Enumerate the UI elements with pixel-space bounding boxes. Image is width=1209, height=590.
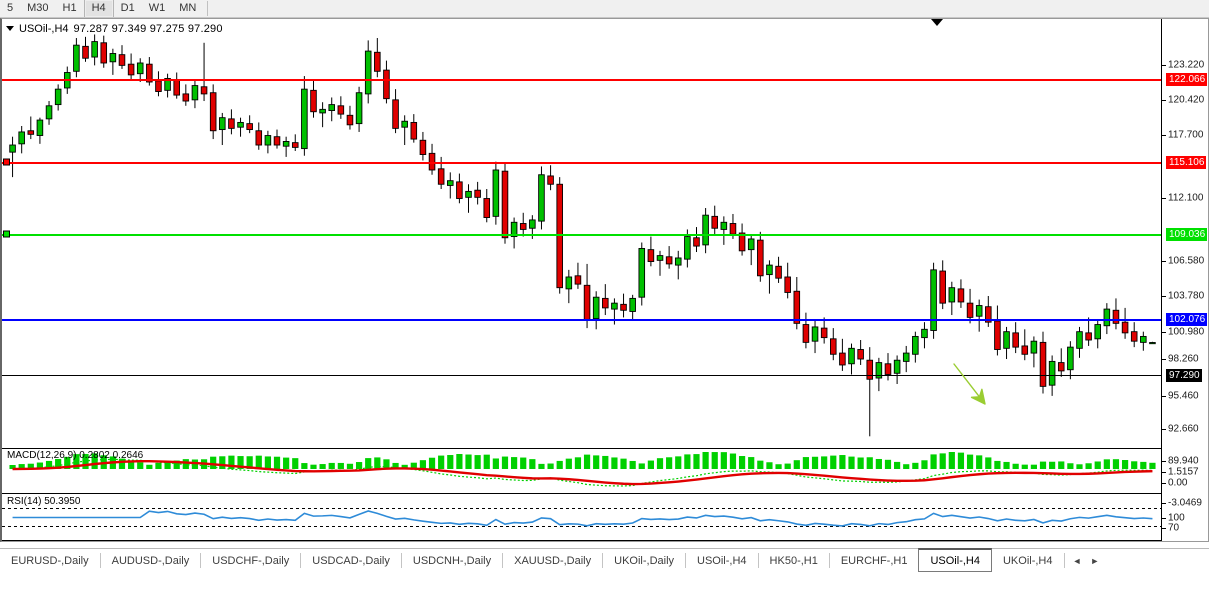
chart-area[interactable]: USOil-,H4 97.287 97.349 97.275 97.290 MA… xyxy=(0,18,1209,542)
chart-tab-xauusd-daily[interactable]: XAUUSD-,Daily xyxy=(514,554,592,567)
chart-tab-eurchf-h1[interactable]: EURCHF-,H1 xyxy=(840,554,908,567)
chart-ohlc-values: 97.287 97.349 97.275 97.290 xyxy=(73,22,223,35)
price-level-badge[interactable]: 122.066 xyxy=(1166,73,1208,86)
price-tick xyxy=(1162,65,1166,66)
timeframe-button-h4[interactable]: H4 xyxy=(83,0,114,17)
level-drag-handle[interactable] xyxy=(3,230,10,238)
price-label: 92.660 xyxy=(1168,423,1199,435)
price-label: -3.0469 xyxy=(1168,497,1202,509)
chart-top-marker-icon xyxy=(931,19,943,26)
price-label: 120.420 xyxy=(1168,94,1205,106)
tab-scroll-left-icon[interactable]: ◄ xyxy=(1072,555,1082,566)
price-tick xyxy=(1162,261,1166,262)
price-label: 123.220 xyxy=(1168,59,1205,71)
chart-tabs-row: EURUSD-,Daily AUDUSD-,Daily USDCHF-,Daily U… xyxy=(0,548,1209,572)
price-level-badge[interactable]: 115.106 xyxy=(1166,156,1207,169)
chart-tab-usoil-h4[interactable]: USOil-,H4 xyxy=(697,554,747,567)
level-line-current-97[interactable] xyxy=(2,375,1164,376)
price-label: 106.580 xyxy=(1168,255,1205,267)
tab-nav-group: ◄ ► xyxy=(1065,549,1108,572)
chart-tab-ukoil-h4[interactable]: UKOil-,H4 xyxy=(1002,554,1053,567)
price-level-badge[interactable]: 97.290 xyxy=(1166,369,1202,382)
price-label: 117.700 xyxy=(1168,129,1204,141)
toolbar-separator xyxy=(207,1,209,16)
tab-separator xyxy=(602,553,604,568)
macd-series xyxy=(9,452,1156,487)
timeframe-button-d1[interactable]: D1 xyxy=(120,2,135,14)
price-tick xyxy=(1162,332,1166,333)
price-pane[interactable] xyxy=(2,19,1164,447)
macd-indicator-pane[interactable]: MACD(12,26,9) 0.2802 0.2646 xyxy=(2,448,1164,494)
price-tick xyxy=(1162,528,1166,529)
price-tick xyxy=(1162,359,1166,360)
price-tick xyxy=(1162,461,1166,462)
down-arrow-annotation-icon[interactable] xyxy=(946,356,1006,416)
tab-scroll-right-icon[interactable]: ► xyxy=(1090,555,1100,566)
chart-symbol-label: USOil-,H4 xyxy=(19,22,69,35)
price-level-badge[interactable]: 109.036 xyxy=(1166,228,1208,241)
price-tick xyxy=(1162,198,1166,199)
tab-separator xyxy=(502,553,504,568)
price-tick xyxy=(1162,100,1166,101)
rsi-indicator-pane[interactable]: RSI(14) 50.3950 xyxy=(2,495,1164,541)
price-label: 100 xyxy=(1168,512,1185,524)
price-tick xyxy=(1162,135,1166,136)
level-drag-handle[interactable] xyxy=(3,158,10,166)
price-tick xyxy=(1162,518,1166,519)
timeframe-toolbar: 5 M30 H1 H4 D1 W1 MN xyxy=(0,0,1209,18)
chevron-down-icon[interactable] xyxy=(6,26,14,31)
price-label: 98.260 xyxy=(1168,353,1199,365)
price-label: 103.780 xyxy=(1168,290,1205,302)
level-line-pivot-102[interactable] xyxy=(2,319,1164,321)
rsi-series xyxy=(2,508,1164,527)
price-tick xyxy=(1162,483,1166,484)
tab-separator xyxy=(685,553,687,568)
price-tick xyxy=(1162,429,1166,430)
level-line-support-109[interactable] xyxy=(2,234,1164,236)
chart-symbol-header: USOil-,H4 97.287 97.349 97.275 97.290 xyxy=(6,22,223,35)
price-label: 30 xyxy=(1168,541,1179,542)
tab-separator xyxy=(400,553,402,568)
tab-separator xyxy=(757,553,759,568)
chart-tab-ukoil-daily[interactable]: UKOil-,Daily xyxy=(614,554,675,567)
chart-tab-usdchf-daily[interactable]: USDCHF-,Daily xyxy=(212,554,290,567)
chart-tab-usdcnh-daily[interactable]: USDCNH-,Daily xyxy=(412,554,492,567)
rsi-label: RSI(14) 50.3950 xyxy=(7,496,81,507)
chart-tab-audusd-daily[interactable]: AUDUSD-,Daily xyxy=(111,554,190,567)
price-label: 0.00 xyxy=(1168,477,1188,489)
price-tick xyxy=(1162,472,1166,473)
price-label: 112.100 xyxy=(1168,192,1204,204)
tab-separator xyxy=(200,553,202,568)
price-tick xyxy=(1162,396,1166,397)
tab-separator xyxy=(300,553,302,568)
level-line-resistance-115[interactable] xyxy=(2,162,1164,164)
level-line-resistance-122[interactable] xyxy=(2,79,1164,81)
timeframe-button-5[interactable]: 5 xyxy=(7,2,14,14)
price-tick xyxy=(1162,503,1166,504)
chart-tabs-bar: EURUSD-,Daily AUDUSD-,Daily USDCHF-,Daily U… xyxy=(0,544,1209,590)
price-scale-axis[interactable]: 123.220 122.066 120.420 117.700 115.106 112.1… xyxy=(1161,19,1208,541)
chart-tab-usoil-h4[interactable]: USOil-,H4 xyxy=(918,548,992,572)
timeframe-button-m30[interactable]: M30 xyxy=(27,2,49,14)
chart-tab-eurusd-daily[interactable]: EURUSD-,Daily xyxy=(11,554,89,567)
price-label: 1.5157 xyxy=(1168,466,1199,478)
timeframe-button-mn[interactable]: MN xyxy=(179,2,197,14)
chart-tab-usdcad-daily[interactable]: USDCAD-,Daily xyxy=(312,554,390,567)
price-label: 100.980 xyxy=(1168,326,1205,338)
timeframe-button-w1[interactable]: W1 xyxy=(148,2,166,14)
timeframe-button-h1[interactable]: H1 xyxy=(62,2,77,14)
macd-label: MACD(12,26,9) 0.2802 0.2646 xyxy=(7,450,144,461)
tab-separator xyxy=(828,553,830,568)
candlestick-series xyxy=(9,34,1156,437)
chart-tab-hk50-h1[interactable]: HK50-,H1 xyxy=(769,554,818,567)
price-label: 89.940 xyxy=(1168,455,1199,467)
tab-separator xyxy=(1063,553,1065,568)
price-tick xyxy=(1162,296,1166,297)
tab-separator xyxy=(99,553,101,568)
price-label: 70 xyxy=(1168,522,1180,534)
price-label: 95.460 xyxy=(1168,390,1199,402)
price-level-badge[interactable]: 102.076 xyxy=(1166,313,1208,326)
